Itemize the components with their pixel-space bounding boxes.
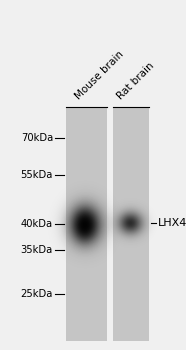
Text: 70kDa: 70kDa bbox=[21, 133, 53, 143]
Text: Rat brain: Rat brain bbox=[116, 61, 156, 102]
Text: 35kDa: 35kDa bbox=[21, 245, 53, 255]
Text: 40kDa: 40kDa bbox=[21, 219, 53, 229]
Text: Mouse brain: Mouse brain bbox=[73, 49, 125, 102]
Text: LHX4: LHX4 bbox=[158, 218, 186, 228]
Text: 25kDa: 25kDa bbox=[21, 289, 53, 299]
Bar bbox=[66, 107, 107, 341]
Text: 55kDa: 55kDa bbox=[21, 170, 53, 180]
Bar bbox=[113, 107, 149, 341]
